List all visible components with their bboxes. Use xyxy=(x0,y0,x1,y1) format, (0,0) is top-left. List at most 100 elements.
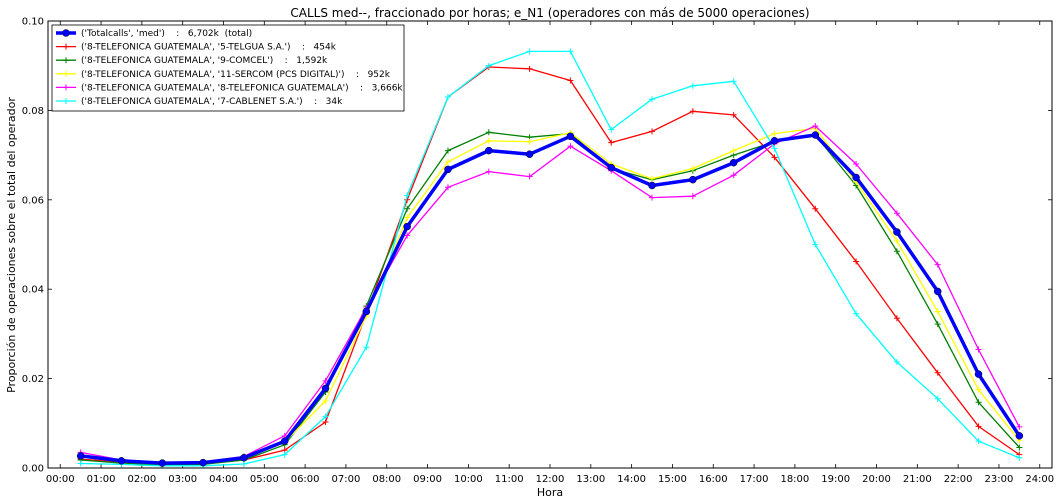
data-point xyxy=(444,184,451,191)
y-tick-label: 0.02 xyxy=(22,374,44,385)
series-line xyxy=(80,125,1020,464)
x-tick-label: 12:00 xyxy=(536,474,565,485)
x-tick-label: 05:00 xyxy=(250,474,279,485)
data-point xyxy=(322,413,329,420)
data-point xyxy=(975,423,982,430)
data-point xyxy=(567,77,574,84)
data-point xyxy=(689,193,696,200)
data-point xyxy=(770,137,779,145)
data-point xyxy=(485,137,492,144)
data-point xyxy=(526,173,533,180)
data-point xyxy=(730,172,737,179)
y-tick-label: 0.00 xyxy=(22,464,44,475)
x-axis-title: Hora xyxy=(537,486,563,499)
data-point xyxy=(689,175,697,184)
data-point xyxy=(567,143,574,150)
data-point xyxy=(322,377,329,384)
data-point xyxy=(934,308,941,315)
data-point xyxy=(281,451,288,458)
axis-ticks: 00:00 01:00 02:00 03:00 04:00 05:00 06:00 07:00… xyxy=(22,17,1054,486)
data-point xyxy=(771,154,778,161)
x-tick-label: 14:00 xyxy=(617,474,646,485)
series-line xyxy=(80,133,1021,465)
data-point xyxy=(730,111,737,118)
data-point xyxy=(608,139,615,146)
data-point xyxy=(240,460,247,467)
data-point xyxy=(158,459,167,467)
x-tick-label: 23:00 xyxy=(985,474,1014,485)
x-tick-label: 17:00 xyxy=(740,474,769,485)
data-point xyxy=(893,315,900,322)
data-point xyxy=(322,418,329,425)
data-point xyxy=(893,248,900,255)
data-point xyxy=(812,123,819,130)
data-point xyxy=(566,132,575,141)
x-tick-label: 03:00 xyxy=(168,474,197,485)
x-tick-label: 07:00 xyxy=(332,474,361,485)
series-4 xyxy=(77,123,1023,466)
x-tick-label: 09:00 xyxy=(413,474,442,485)
y-tick-label: 0.08 xyxy=(22,106,44,117)
data-point xyxy=(444,165,452,174)
data-point xyxy=(485,129,492,136)
data-point xyxy=(444,158,451,165)
x-tick-label: 04:00 xyxy=(209,474,238,485)
data-point xyxy=(607,163,615,172)
data-point xyxy=(1016,444,1023,451)
data-point xyxy=(771,145,778,152)
data-point xyxy=(404,205,411,212)
series-1 xyxy=(77,64,1023,467)
data-point xyxy=(363,344,370,351)
x-tick-label: 19:00 xyxy=(821,474,850,485)
series-layer xyxy=(76,48,1024,469)
x-tick-label: 00:00 xyxy=(46,474,75,485)
legend-label: ('8-TELEFONICA GUATEMALA', '9-COMCEL') :… xyxy=(81,56,328,66)
x-tick-label: 06:00 xyxy=(291,474,320,485)
data-point xyxy=(526,65,533,72)
data-point xyxy=(934,395,941,402)
legend: ('Totalcalls', 'med') : 6,702k (total) ('… xyxy=(51,24,405,112)
data-point xyxy=(689,82,696,89)
data-point xyxy=(730,147,737,154)
data-point xyxy=(485,62,492,69)
data-point xyxy=(893,228,901,236)
series-line xyxy=(80,127,1020,465)
data-point xyxy=(322,397,329,404)
data-point xyxy=(485,168,492,175)
data-point xyxy=(975,399,982,406)
series-line xyxy=(80,66,1020,465)
x-tick-label: 22:00 xyxy=(944,474,973,485)
x-tick-label: 16:00 xyxy=(699,474,728,485)
data-point xyxy=(649,194,656,201)
chart-title: CALLS med--, fraccionado por horas; e_N1… xyxy=(290,6,809,20)
data-point xyxy=(444,147,451,154)
x-tick-label: 21:00 xyxy=(903,474,932,485)
data-point xyxy=(649,128,656,135)
series-2 xyxy=(77,129,1023,468)
data-point xyxy=(608,126,615,133)
legend-marker xyxy=(62,29,70,37)
legend-label: ('Totalcalls', 'med') : 6,702k (total) xyxy=(81,29,252,39)
y-tick-label: 0.10 xyxy=(22,17,44,28)
data-point xyxy=(648,181,656,190)
legend-label: ('8-TELEFONICA GUATEMALA', '5-TELGUA S.A… xyxy=(81,43,337,53)
data-point xyxy=(444,93,451,100)
data-point xyxy=(567,48,574,55)
legend-marker xyxy=(63,98,69,104)
data-point xyxy=(199,458,207,467)
data-point xyxy=(893,359,900,366)
data-point xyxy=(76,452,85,460)
data-point xyxy=(771,130,778,137)
data-point xyxy=(362,307,371,316)
y-axis-title: Proporción de operaciones sobre el total… xyxy=(5,97,18,393)
data-point xyxy=(403,222,411,231)
x-tick-label: 01:00 xyxy=(87,474,116,485)
series-line xyxy=(80,131,1020,466)
data-point xyxy=(934,321,941,328)
series-0 xyxy=(76,131,1024,467)
data-point xyxy=(975,386,982,393)
data-point xyxy=(729,158,738,167)
data-point xyxy=(934,369,941,376)
x-tick-label: 20:00 xyxy=(862,474,891,485)
legend-label: ('8-TELEFONICA GUATEMALA', '8-TELEFONICA… xyxy=(81,83,403,93)
